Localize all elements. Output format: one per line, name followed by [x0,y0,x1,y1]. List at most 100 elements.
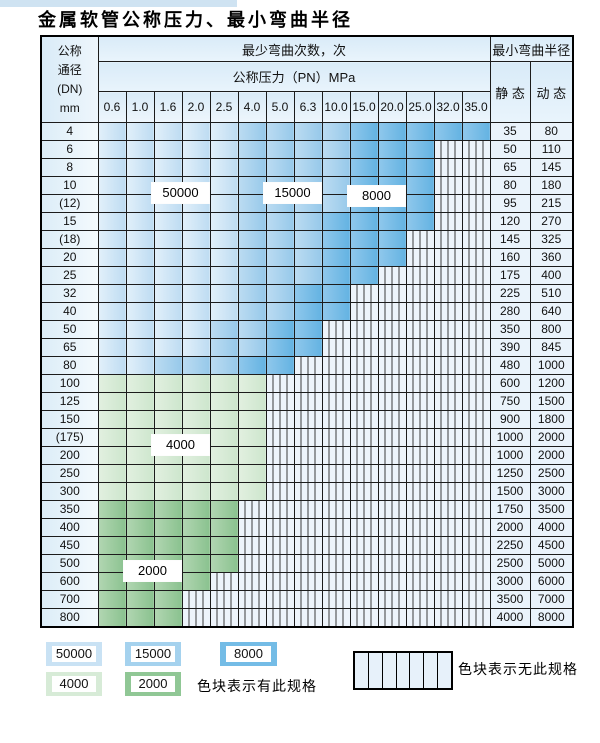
matrix-cell-X [461,194,491,213]
matrix-cell-X [265,392,295,411]
matrix-cell-G2 [153,608,183,628]
matrix-cell-X [349,392,379,411]
matrix-cell-G4 [181,482,211,501]
pressure-value-header: 32.0 [433,91,463,123]
matrix-cell-L [181,122,211,141]
dn-cell: (175) [40,428,99,447]
dn-cell: 300 [40,482,99,501]
matrix-cell-L [209,284,239,303]
bend-times-header: 最少弯曲次数，次 [97,35,491,62]
matrix-cell-X [377,356,407,375]
matrix-cell-G2 [97,518,127,537]
dn-cell: 15 [40,212,99,231]
matrix-cell-D [349,122,379,141]
matrix-cell-X [377,554,407,573]
matrix-cell-X [321,374,351,393]
dynamic-radius-cell: 3000 [529,482,574,501]
matrix-cell-G4 [97,428,127,447]
matrix-cell-L [181,212,211,231]
matrix-cell-X [377,446,407,465]
table-row: 125 750 1500 [40,392,574,411]
dn-cell: 450 [40,536,99,555]
page-title: 金属软管公称压力、最小弯曲半径 [38,10,353,30]
matrix-cell-X [433,158,463,177]
matrix-cell-G2 [125,500,155,519]
matrix-cell-L [153,140,183,159]
matrix-cell-L [125,284,155,303]
matrix-cell-M [293,158,323,177]
matrix-cell-X [433,464,463,483]
matrix-cell-X [461,428,491,447]
matrix-cell-D [405,194,435,213]
matrix-cell-M [237,230,267,249]
dn-cell: 350 [40,500,99,519]
matrix-cell-G2 [181,500,211,519]
matrix-cell-X [461,140,491,159]
matrix-cell-X [265,374,295,393]
dn-cell: 150 [40,410,99,429]
static-radius-cell: 480 [489,356,531,375]
matrix-cell-L [97,302,127,321]
matrix-cell-L [209,158,239,177]
dynamic-radius-cell: 360 [529,248,574,267]
static-radius-cell: 900 [489,410,531,429]
matrix-cell-L [125,194,155,213]
matrix-cell-M [209,356,239,375]
dynamic-radius-cell: 1500 [529,392,574,411]
matrix-cell-X [209,590,239,609]
static-radius-cell: 1500 [489,482,531,501]
dynamic-radius-cell: 800 [529,320,574,339]
dn-cell: 50 [40,320,99,339]
region-label-15000: 15000 [264,183,321,203]
matrix-cell-M [237,320,267,339]
top-decoration-bar [0,0,237,7]
matrix-cell-D [349,158,379,177]
region-label-50000: 50000 [152,183,209,203]
matrix-cell-D [405,122,435,141]
table-row: 32 225 510 [40,284,574,303]
matrix-cell-M [237,176,267,195]
matrix-cell-D [349,140,379,159]
matrix-cell-X [461,230,491,249]
matrix-cell-X [349,446,379,465]
matrix-cell-G4 [209,428,239,447]
legend-swatch-15000-label: 15000 [131,646,175,662]
matrix-cell-X [405,482,435,501]
matrix-cell-L [97,194,127,213]
dn-cell: (18) [40,230,99,249]
dn-column-header: 公称 通径 (DN) mm [40,35,99,123]
matrix-cell-X [293,428,323,447]
matrix-cell-X [377,482,407,501]
static-radius-cell: 600 [489,374,531,393]
dynamic-radius-cell: 4000 [529,518,574,537]
matrix-cell-X [321,320,351,339]
matrix-cell-L [153,230,183,249]
dynamic-radius-cell: 5000 [529,554,574,573]
static-radius-cell: 1750 [489,500,531,519]
dn-cell: 100 [40,374,99,393]
matrix-cell-G4 [237,446,267,465]
matrix-cell-G4 [209,464,239,483]
matrix-cell-X [293,410,323,429]
matrix-cell-X [433,266,463,285]
matrix-cell-D [377,140,407,159]
matrix-cell-G4 [125,428,155,447]
dn-cell: 8 [40,158,99,177]
table-row: 50 350 800 [40,320,574,339]
table-row: 600 3000 6000 [40,572,574,591]
matrix-cell-D [377,158,407,177]
matrix-cell-L [125,176,155,195]
dynamic-radius-cell: 2000 [529,446,574,465]
matrix-cell-G4 [209,446,239,465]
pressure-value-header: 25.0 [405,91,435,123]
matrix-cell-X [461,500,491,519]
matrix-cell-X [433,194,463,213]
dn-cell: 20 [40,248,99,267]
matrix-cell-L [97,122,127,141]
dynamic-radius-cell: 640 [529,302,574,321]
pressure-header: 公称压力（PN）MPa [97,61,491,92]
pressure-value-header: 6.3 [293,91,323,123]
matrix-cell-X [321,536,351,555]
matrix-cell-X [265,464,295,483]
dynamic-radius-cell: 1200 [529,374,574,393]
